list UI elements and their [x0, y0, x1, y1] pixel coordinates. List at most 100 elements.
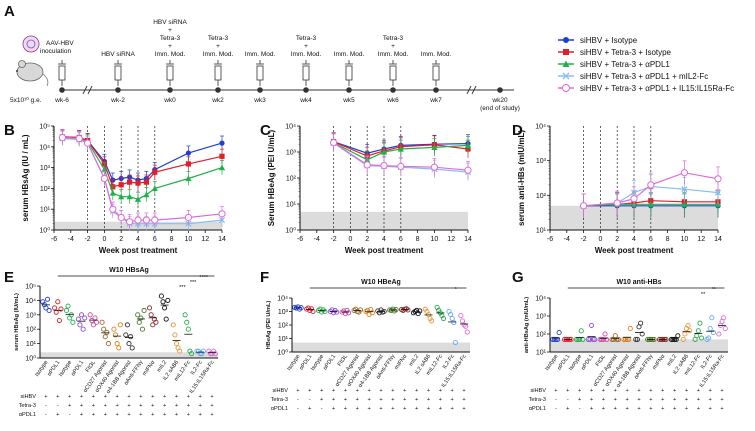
data-point [716, 331, 722, 337]
row-mark: - [555, 406, 557, 412]
data-point [117, 322, 123, 328]
y-tick-label: 10⁰ [25, 355, 36, 363]
x-tick-label: 0 [102, 236, 106, 243]
row-mark: + [709, 397, 712, 403]
row-mark: + [210, 403, 213, 409]
data-point [634, 336, 640, 342]
data-point [452, 340, 458, 346]
data-point [77, 322, 83, 328]
row-mark: + [296, 388, 299, 394]
data-point [464, 142, 472, 148]
data-point [84, 139, 92, 147]
data-point [430, 163, 438, 171]
row-label: siHBV [530, 388, 546, 394]
y-tick-label: 10⁴ [285, 124, 296, 131]
significance-label: *** [190, 280, 197, 286]
data-point [135, 180, 141, 186]
data-point [143, 179, 149, 185]
data-point [440, 316, 447, 322]
data-point [592, 336, 598, 342]
row-mark: + [68, 403, 71, 409]
data-point [94, 319, 100, 325]
significance-label: **** [199, 275, 209, 281]
row-mark: + [68, 394, 71, 400]
row-mark: + [403, 406, 406, 412]
row-mark: + [451, 397, 454, 403]
row-mark: + [578, 397, 581, 403]
timeline-treatment-label: Tetra-3 [208, 35, 229, 42]
timeline-dot [59, 87, 65, 93]
y-axis-label: serum HBsAg (IU / mL) [21, 134, 30, 221]
y-tick-label: 10² [536, 332, 547, 339]
timeline-dot [167, 87, 173, 93]
y-axis-label: serum HBsAg (IU/mL) [14, 293, 20, 351]
timeline-dot [346, 87, 352, 93]
row-mark: + [151, 394, 154, 400]
data-point [58, 306, 64, 312]
x-tick-label: 6 [399, 236, 403, 243]
data-point [162, 305, 168, 311]
row-mark: + [685, 388, 688, 394]
data-point [346, 310, 352, 316]
data-point [604, 336, 610, 342]
data-point [172, 332, 178, 338]
data-point [128, 334, 134, 340]
data-point [714, 189, 722, 196]
data-point [630, 195, 638, 203]
data-point [698, 335, 705, 341]
timeline-treatment-label: + [391, 43, 395, 50]
row-mark: + [187, 394, 190, 400]
row-mark: + [210, 412, 213, 418]
y-tick-label: 10¹ [278, 336, 289, 343]
x-tick-label: 6 [649, 236, 653, 243]
row-mark: + [151, 412, 154, 418]
syringe-icon [432, 60, 440, 86]
significance-label: *** [179, 285, 186, 291]
x-tick-label: 14 [714, 236, 722, 243]
chart-title: W10 HBsAg [109, 267, 149, 274]
data-point [464, 166, 472, 174]
y-tick-label: 10³ [286, 150, 297, 157]
x-axis-label: Week post treatment [595, 246, 674, 255]
y-tick-label: 10⁵ [25, 284, 36, 291]
data-point [706, 335, 712, 341]
data-point [357, 307, 364, 313]
data-point [182, 312, 188, 318]
row-mark: + [685, 397, 688, 403]
x-tick-label: 10 [681, 236, 689, 243]
data-point [151, 185, 158, 191]
data-point [78, 312, 85, 318]
data-point [609, 336, 615, 342]
row-mark: + [709, 388, 712, 394]
data-point [219, 140, 225, 146]
row-mark: + [332, 397, 335, 403]
data-point [334, 309, 340, 315]
timeline-treatment-label: Imm. Mod. [378, 51, 409, 58]
data-point [142, 216, 150, 224]
row-mark: + [175, 412, 178, 418]
legend-entry: siHBV + Tetra-3 + αPDL1 + mIL2-Fc [580, 72, 708, 81]
data-point [102, 334, 108, 340]
data-point [68, 312, 74, 318]
data-point [158, 293, 164, 299]
y-tick-label: 10² [286, 176, 297, 183]
row-mark: + [697, 406, 700, 412]
row-mark: + [127, 412, 130, 418]
data-point [63, 307, 70, 314]
series-line [333, 141, 469, 157]
significance-label: * [455, 287, 458, 293]
lloq-shade [40, 352, 218, 358]
timeline-dot [115, 87, 121, 93]
x-tick-label: 8 [416, 236, 420, 243]
data-point [638, 320, 644, 326]
y-tick-label: 10⁴ [535, 124, 546, 131]
y-tick-label: 10¹ [536, 350, 547, 357]
timeline-treatment-label: Imm. Mod. [334, 51, 365, 58]
timeline-week-label: wk3 [253, 97, 266, 104]
data-point [709, 315, 715, 321]
timeline-treatment-label: Imm. Mod. [421, 51, 452, 58]
data-point [135, 312, 141, 318]
data-point [682, 331, 688, 337]
timeline-dot [257, 87, 263, 93]
data-point [134, 216, 142, 224]
